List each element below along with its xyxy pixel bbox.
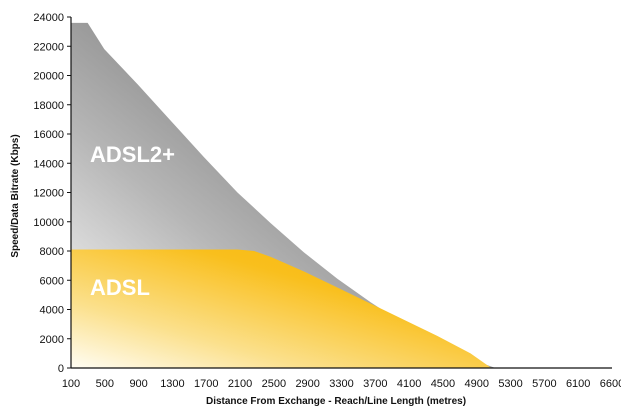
y-tick-label: 8000 — [40, 246, 64, 258]
x-tick-label: 2900 — [295, 378, 319, 390]
series-label-adsl: ADSL — [90, 275, 150, 300]
y-tick-label: 22000 — [33, 41, 64, 53]
plot-area — [71, 22, 496, 368]
y-tick-label: 24000 — [33, 12, 64, 24]
y-tick-label: 10000 — [33, 217, 64, 229]
y-tick-label: 2000 — [40, 334, 64, 346]
x-tick-label: 3700 — [363, 378, 387, 390]
y-tick-label: 20000 — [33, 71, 64, 83]
x-tick-label: 2100 — [228, 378, 252, 390]
x-tick-label: 5300 — [498, 378, 522, 390]
y-axis-title: Speed/Data Bitrate (Kbps) — [10, 134, 21, 257]
x-tick-label: 2500 — [262, 378, 286, 390]
y-tick-label: 4000 — [40, 305, 64, 317]
y-tick-label: 12000 — [33, 188, 64, 200]
x-axis-title: Distance From Exchange - Reach/Line Leng… — [206, 396, 466, 407]
x-tick-label: 4100 — [397, 378, 421, 390]
y-tick-label: 18000 — [33, 100, 64, 112]
series-label-adsl2plus: ADSL2+ — [90, 142, 175, 167]
x-tick-label: 1700 — [194, 378, 218, 390]
x-tick-label: 4900 — [465, 378, 489, 390]
x-tick-label: 6100 — [566, 378, 590, 390]
x-tick-label: 6600 — [600, 378, 621, 390]
y-tick-label: 0 — [58, 363, 64, 375]
x-tick-label: 4500 — [431, 378, 455, 390]
x-tick-label: 5700 — [532, 378, 556, 390]
x-tick-label: 900 — [129, 378, 147, 390]
y-tick-label: 14000 — [33, 158, 64, 170]
x-tick-label: 100 — [62, 378, 80, 390]
tick-labels: 0 2000 4000 6000 8000 10000 12000 14000 16000 180… — [33, 12, 621, 390]
y-tick-label: 16000 — [33, 129, 64, 141]
y-tick-label: 6000 — [40, 275, 64, 287]
axes — [67, 16, 612, 369]
x-tick-label: 1300 — [160, 378, 184, 390]
x-tick-label: 3300 — [329, 378, 353, 390]
series-area-adsl — [71, 249, 492, 368]
x-tick-label: 500 — [96, 378, 114, 390]
